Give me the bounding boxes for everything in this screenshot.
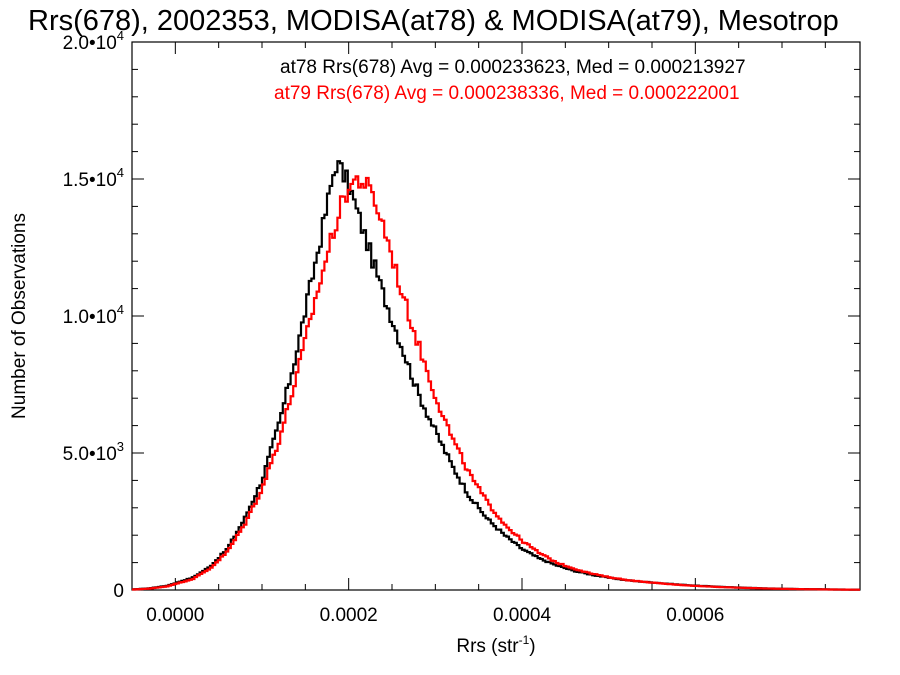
y-tick-label-base: 0 xyxy=(113,581,124,602)
series-line-0 xyxy=(132,160,860,591)
x-tick-label: 0.0004 xyxy=(493,605,552,626)
y-tick-label-exp: 4 xyxy=(117,302,124,317)
annotation-at79: at79 Rrs(678) Avg = 0.000238336, Med = 0… xyxy=(274,83,740,104)
y-tick-label-base: 5.0•10 xyxy=(63,444,117,465)
y-tick-label-base: 1.0•10 xyxy=(63,307,117,328)
x-axis-label-main: Rrs (str xyxy=(456,636,519,657)
y-tick-label: 5.0•103 xyxy=(63,439,124,465)
y-tick-label: 0 xyxy=(113,581,124,602)
series-layer xyxy=(132,160,860,591)
x-tick-label: 0.0002 xyxy=(320,605,378,626)
y-tick-label: 1.5•104 xyxy=(63,165,124,191)
x-tick-label: 0.0006 xyxy=(666,605,724,626)
y-tick-label-base: 1.5•10 xyxy=(63,170,117,191)
x-axis-label: Rrs (str-1) xyxy=(456,633,535,657)
x-axis-label-sup: -1 xyxy=(519,633,530,647)
annotation-at78: at78 Rrs(678) Avg = 0.000233623, Med = 0… xyxy=(280,57,746,78)
y-tick-label-base: 2.0•10 xyxy=(63,33,117,54)
y-tick-label-exp: 3 xyxy=(117,439,124,454)
y-axis-label: Number of Observations xyxy=(9,213,30,419)
y-tick-label-exp: 4 xyxy=(117,28,124,43)
y-tick-label: 1.0•104 xyxy=(63,302,124,328)
x-tick-label: 0.0000 xyxy=(146,605,204,626)
series-line-1 xyxy=(132,175,860,591)
x-axis-label-close: ) xyxy=(529,636,535,657)
y-tick-label-exp: 4 xyxy=(117,165,124,180)
plot-frame xyxy=(131,41,861,591)
y-tick-label: 2.0•104 xyxy=(63,28,124,54)
chart-title: Rrs(678), 2002353, MODISA(at78) & MODISA… xyxy=(28,5,839,37)
x-axis: 0.0000 0.0002 0.0004 0.0006 xyxy=(146,42,826,626)
